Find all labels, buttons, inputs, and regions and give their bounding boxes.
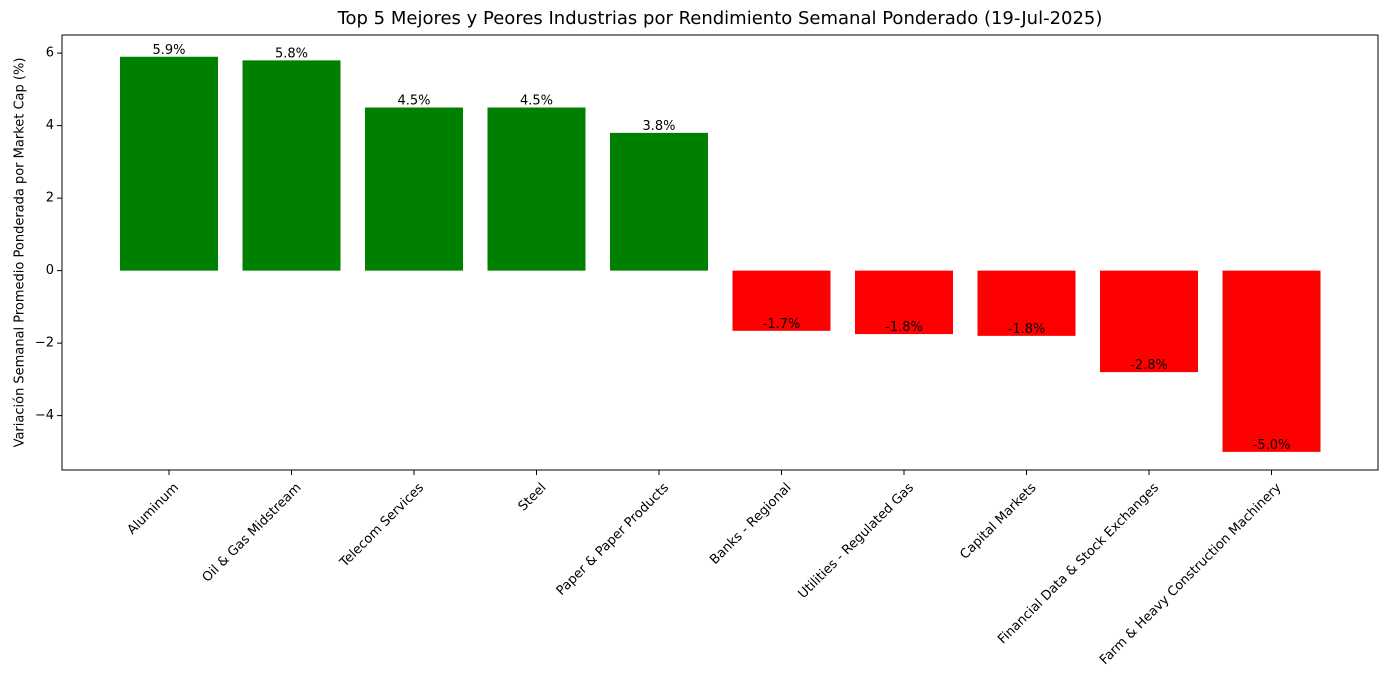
value-label-4: 3.8% <box>642 119 675 134</box>
x-tick-label-4: Paper & Paper Products <box>554 480 672 598</box>
value-label-8: -2.8% <box>1130 358 1168 373</box>
value-label-2: 4.5% <box>397 94 430 109</box>
x-tick-label-1: Oil & Gas Midstream <box>200 480 305 585</box>
value-label-0: 5.9% <box>152 43 185 58</box>
value-label-9: -5.0% <box>1253 438 1291 453</box>
x-tick-label-3: Steel <box>516 480 550 514</box>
y-axis-label: Variación Semanal Promedio Ponderada por… <box>13 58 28 448</box>
y-tick-label-2: 0 <box>46 263 54 278</box>
x-tick-label-5: Banks - Regional <box>707 480 794 567</box>
bars-layer <box>120 56 1321 452</box>
y-tick-label-0: −4 <box>35 408 54 423</box>
bar-9 <box>1222 270 1321 452</box>
value-label-7: -1.8% <box>1008 322 1046 337</box>
bar-5 <box>732 270 831 331</box>
y-tick-label-5: 6 <box>46 46 54 61</box>
bar-3 <box>487 107 586 271</box>
bar-0 <box>120 56 218 271</box>
value-labels-layer: 5.9% 5.8% 4.5% 4.5% 3.8% -1.7% -1.8% -1.8% -2.8%… <box>152 43 1290 453</box>
x-tick-label-0: Aluminum <box>125 480 182 537</box>
y-axis-ticks: −4 −2 0 2 4 6 <box>35 46 62 423</box>
x-tick-label-7: Capital Markets <box>957 480 1039 562</box>
bar-1 <box>242 60 341 271</box>
bar-4 <box>610 132 708 271</box>
x-tick-label-2: Telecom Services <box>336 480 427 571</box>
value-label-6: -1.8% <box>885 320 923 335</box>
y-tick-label-1: −2 <box>35 336 54 351</box>
bar-8 <box>1100 270 1198 373</box>
chart-title: Top 5 Mejores y Peores Industrias por Re… <box>337 8 1103 29</box>
plot-area-frame <box>61 34 1379 471</box>
bar-7 <box>977 270 1076 336</box>
y-tick-label-4: 4 <box>46 118 54 133</box>
value-label-5: -1.7% <box>763 317 801 332</box>
bar-2 <box>365 107 463 271</box>
x-tick-label-6: Utilities - Regulated Gas <box>796 480 918 602</box>
y-tick-label-3: 2 <box>46 191 54 206</box>
x-axis-ticks: Aluminum Oil & Gas Midstream Telecom Servi… <box>125 470 1285 668</box>
value-label-1: 5.8% <box>275 46 308 61</box>
bar-6 <box>855 270 953 335</box>
value-label-3: 4.5% <box>520 94 553 109</box>
